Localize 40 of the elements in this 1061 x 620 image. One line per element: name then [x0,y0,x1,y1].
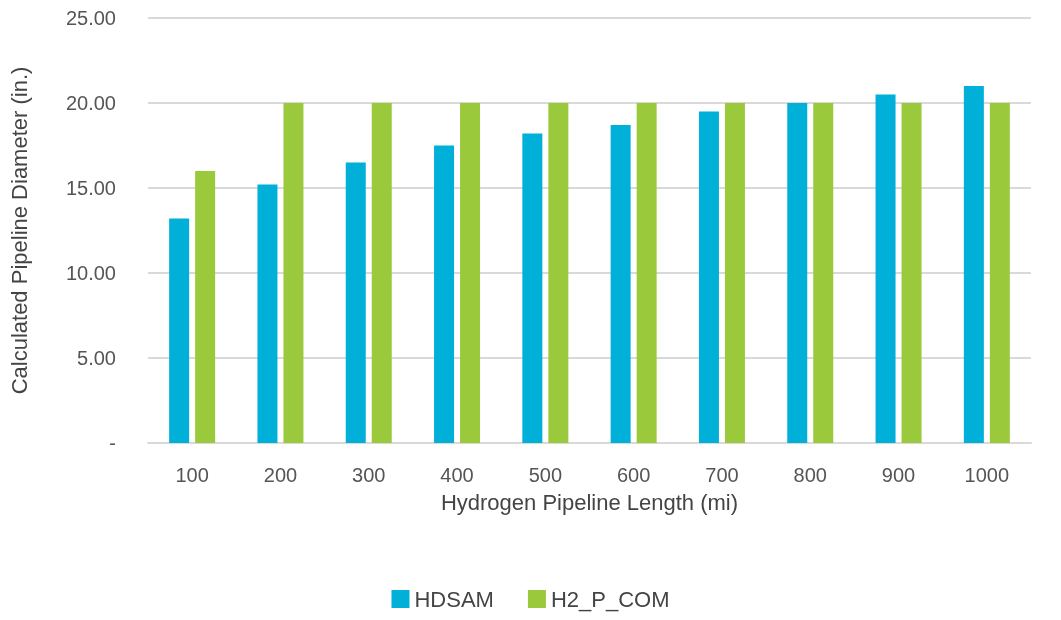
x-tick-label: 900 [881,464,916,486]
y-tick-label: 20.00 [65,92,116,114]
y-axis-title: Calculated Pipeline Diameter (in.) [6,66,32,395]
y-tick-label: 25.00 [65,7,116,29]
y-tick-label: 15.00 [65,177,116,199]
bar [169,218,190,443]
bar [724,103,745,443]
bar [283,103,304,443]
y-tick-label: 10.00 [65,262,116,284]
bar [901,103,922,443]
x-tick-label: 600 [616,464,651,486]
x-tick-label: 800 [793,464,827,486]
x-tick-label: 700 [705,464,739,486]
bar [698,111,719,443]
bar [522,133,543,443]
bar [813,103,834,443]
x-axis-title: Hydrogen Pipeline Length (mi) [440,489,739,515]
bar [371,103,392,443]
bar [345,162,366,443]
bar [636,103,657,443]
bar [989,103,1010,443]
bar [434,145,455,443]
bar [610,125,631,443]
x-tick-label: 500 [528,464,563,486]
x-tick-label: 300 [352,464,386,486]
bar [875,94,896,443]
bar [195,171,216,443]
bar [257,184,278,443]
y-tick-label: 5.00 [77,347,116,369]
y-tick-label: - [109,432,116,454]
bar [548,103,569,443]
x-tick-label: 400 [440,464,474,486]
x-tick-label: 1000 [964,464,1010,486]
bar [963,86,984,443]
bar [460,103,481,443]
legend-label: H2_P_COM [550,586,670,612]
legend-label: HDSAM [414,586,494,612]
bar [787,103,808,443]
x-tick-label: 100 [175,464,209,486]
x-tick-label: 200 [263,464,298,486]
